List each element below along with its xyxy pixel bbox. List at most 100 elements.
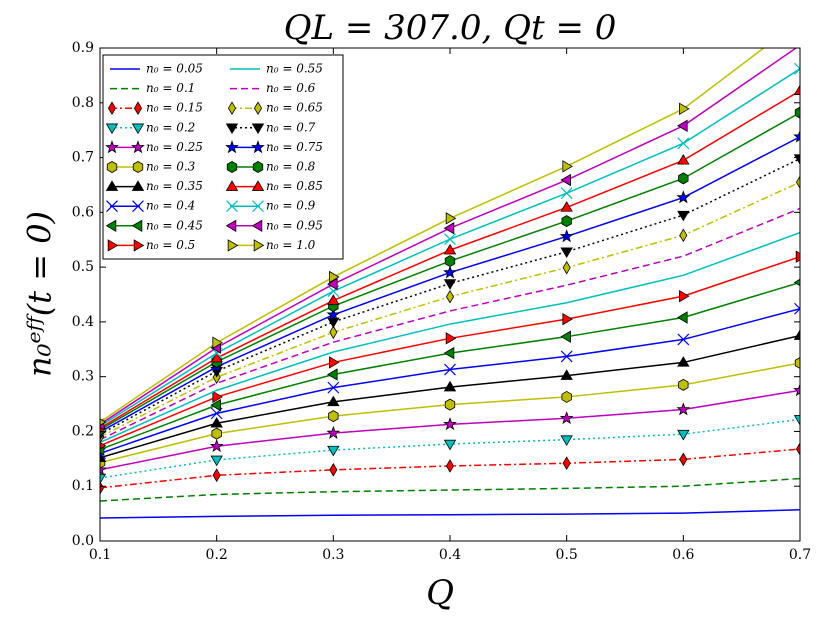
legend-label: n₀ = 0.7 (266, 120, 316, 134)
legend-label: n₀ = 0.75 (266, 140, 323, 154)
legend-label: n₀ = 0.05 (146, 62, 203, 76)
marker (251, 219, 263, 232)
line (100, 477, 800, 502)
legend-frame (102, 54, 344, 260)
marker (251, 123, 265, 135)
marker (210, 455, 223, 467)
marker (445, 459, 455, 473)
x-tick-label: 0.2 (206, 547, 228, 563)
y-tick-label: 0.2 (72, 423, 94, 439)
marker (226, 200, 238, 213)
marker (678, 378, 689, 391)
x-axis-label: Q (426, 573, 454, 613)
x-tick-label: 0.7 (789, 547, 811, 563)
marker (327, 445, 340, 457)
legend-label: n₀ = 0.45 (146, 218, 203, 232)
marker (445, 332, 457, 345)
marker (794, 302, 800, 315)
marker (443, 439, 457, 451)
marker (679, 102, 690, 116)
marker (677, 311, 688, 324)
legend-label: n₀ = 0.35 (146, 179, 203, 193)
marker (100, 418, 107, 426)
legend-label: n₀ = 0.1 (146, 81, 195, 95)
marker (445, 212, 457, 225)
x-tick-label: 0.1 (89, 547, 111, 563)
marker (560, 369, 573, 380)
x-tick-label: 0.4 (439, 547, 461, 563)
marker (443, 222, 455, 235)
marker (329, 325, 338, 340)
marker (326, 425, 341, 439)
marker (131, 219, 143, 232)
marker (559, 229, 574, 243)
marker (562, 312, 573, 326)
marker (105, 123, 119, 135)
marker (131, 140, 145, 154)
marker (106, 200, 118, 213)
marker (562, 260, 571, 275)
marker (329, 270, 340, 284)
marker (444, 255, 456, 268)
marker (443, 417, 457, 431)
marker (107, 101, 117, 116)
marker (212, 336, 223, 349)
y-tick-label: 0.8 (72, 95, 94, 111)
marker (326, 307, 341, 321)
marker (106, 161, 118, 173)
marker (100, 441, 107, 450)
marker (794, 62, 800, 75)
x-tick-label: 0.5 (556, 547, 578, 563)
marker (793, 329, 800, 340)
marker (133, 101, 143, 116)
x-tick-label: 0.3 (322, 547, 344, 563)
marker (445, 289, 455, 304)
marker (105, 219, 117, 232)
marker (225, 140, 239, 154)
marker (560, 330, 571, 343)
y-tick-label: 0.1 (72, 478, 94, 494)
marker (794, 357, 800, 369)
marker (327, 381, 340, 394)
marker (677, 210, 690, 222)
marker (443, 279, 457, 290)
marker (562, 160, 573, 173)
marker (105, 140, 119, 154)
legend-label: n₀ = 0.85 (266, 179, 323, 193)
marker (795, 250, 800, 263)
marker (132, 161, 144, 173)
legend-label: n₀ = 0.5 (146, 238, 195, 252)
marker (560, 247, 573, 259)
marker (100, 473, 107, 485)
marker (677, 333, 690, 346)
marker (443, 346, 455, 360)
chart-title: QL = 307.0, Qt = 0 (284, 8, 617, 48)
marker (329, 462, 338, 477)
marker (210, 398, 221, 412)
marker (210, 416, 223, 428)
y-tick-label: 0.6 (72, 204, 94, 220)
marker (253, 239, 265, 252)
marker (677, 429, 690, 441)
marker (444, 398, 456, 411)
marker (252, 161, 264, 173)
marker (132, 200, 144, 213)
marker (253, 101, 263, 116)
marker (212, 390, 223, 404)
legend-label: n₀ = 0.2 (146, 120, 195, 134)
y-tick-label: 0.7 (72, 150, 94, 166)
marker (793, 129, 800, 143)
legend: n₀ = 0.05 n₀ = 0.1 n₀ = 0.15 n₀ = 0.2 n₀ = 0… (102, 54, 344, 260)
marker (225, 219, 237, 232)
marker (227, 239, 239, 252)
marker (443, 380, 457, 392)
marker (676, 402, 691, 416)
marker (444, 233, 456, 246)
marker (794, 106, 800, 119)
legend-label: n₀ = 0.95 (266, 218, 323, 232)
marker (560, 187, 573, 200)
marker (561, 215, 572, 228)
y-tick-label: 0.4 (72, 314, 94, 330)
marker (252, 200, 264, 213)
